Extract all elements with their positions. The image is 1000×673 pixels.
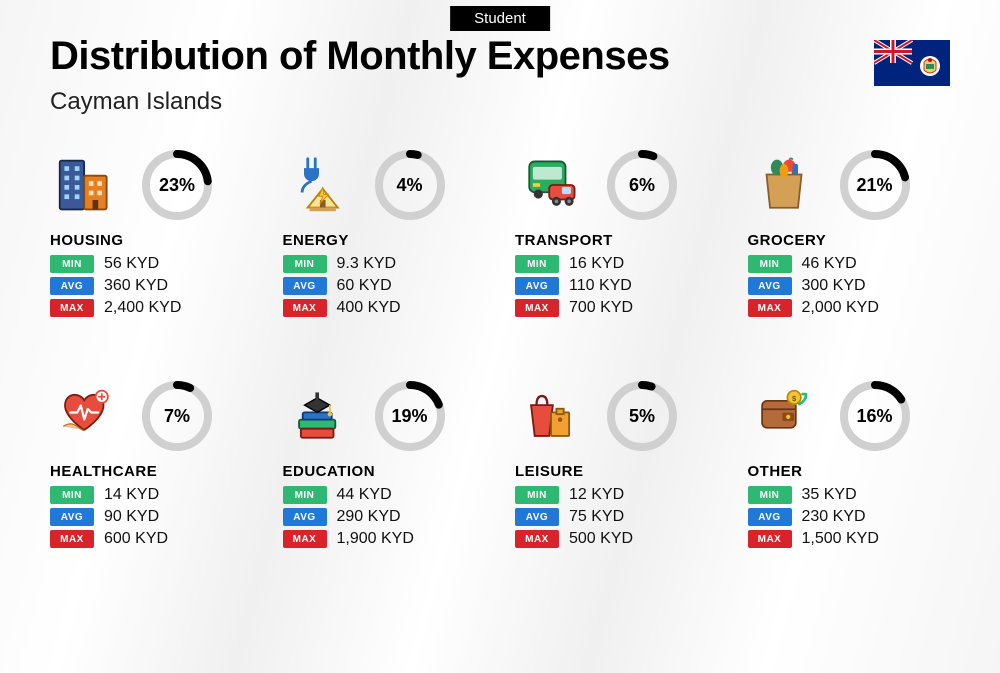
min-badge: MIN <box>748 255 792 273</box>
max-value: 1,500 KYD <box>802 530 879 548</box>
max-badge: MAX <box>515 299 559 317</box>
min-value: 56 KYD <box>104 255 159 273</box>
transport-icon <box>515 152 587 218</box>
percent-donut: 19% <box>375 381 445 451</box>
min-badge: MIN <box>748 486 792 504</box>
percent-label: 5% <box>607 381 677 451</box>
max-value: 1,900 KYD <box>337 530 414 548</box>
avg-badge: AVG <box>748 508 792 526</box>
leisure-icon <box>515 383 587 449</box>
percent-label: 6% <box>607 150 677 220</box>
percent-donut: 16% <box>840 381 910 451</box>
percent-label: 7% <box>142 381 212 451</box>
max-value: 400 KYD <box>337 299 401 317</box>
min-value: 16 KYD <box>569 255 624 273</box>
min-badge: MIN <box>50 486 94 504</box>
expense-card: 23% HOUSING MIN 56 KYD AVG 360 KYD MAX 2… <box>50 150 253 321</box>
max-badge: MAX <box>515 530 559 548</box>
percent-donut: 4% <box>375 150 445 220</box>
max-badge: MAX <box>283 530 327 548</box>
avg-badge: AVG <box>283 277 327 295</box>
max-value: 2,400 KYD <box>104 299 181 317</box>
page-title: Distribution of Monthly Expenses <box>50 34 670 79</box>
min-value: 46 KYD <box>802 255 857 273</box>
min-value: 9.3 KYD <box>337 255 397 273</box>
avg-value: 90 KYD <box>104 508 159 526</box>
max-value: 700 KYD <box>569 299 633 317</box>
min-value: 35 KYD <box>802 486 857 504</box>
avg-badge: AVG <box>515 277 559 295</box>
housing-icon <box>50 152 122 218</box>
category-name: OTHER <box>748 463 951 480</box>
avg-value: 110 KYD <box>569 277 632 295</box>
min-value: 44 KYD <box>337 486 392 504</box>
min-badge: MIN <box>283 255 327 273</box>
min-value: 12 KYD <box>569 486 624 504</box>
category-name: LEISURE <box>515 463 718 480</box>
percent-donut: 23% <box>142 150 212 220</box>
category-name: TRANSPORT <box>515 232 718 249</box>
avg-badge: AVG <box>283 508 327 526</box>
expense-card: 21% GROCERY MIN 46 KYD AVG 300 KYD MAX 2… <box>748 150 951 321</box>
min-badge: MIN <box>283 486 327 504</box>
percent-label: 19% <box>375 381 445 451</box>
category-name: GROCERY <box>748 232 951 249</box>
avg-value: 75 KYD <box>569 508 624 526</box>
percent-label: 16% <box>840 381 910 451</box>
max-badge: MAX <box>50 299 94 317</box>
avg-badge: AVG <box>515 508 559 526</box>
category-name: HEALTHCARE <box>50 463 253 480</box>
grocery-icon <box>748 152 820 218</box>
flag-icon <box>874 40 950 86</box>
percent-label: 23% <box>142 150 212 220</box>
energy-icon <box>283 152 355 218</box>
education-icon <box>283 383 355 449</box>
max-value: 500 KYD <box>569 530 633 548</box>
healthcare-icon <box>50 383 122 449</box>
expense-card: 7% HEALTHCARE MIN 14 KYD AVG 90 KYD MAX … <box>50 381 253 552</box>
expense-card: 5% LEISURE MIN 12 KYD AVG 75 KYD MAX 500… <box>515 381 718 552</box>
expense-card: 19% EDUCATION MIN 44 KYD AVG 290 KYD MAX… <box>283 381 486 552</box>
min-badge: MIN <box>50 255 94 273</box>
max-badge: MAX <box>283 299 327 317</box>
percent-donut: 7% <box>142 381 212 451</box>
header-badge: Student <box>450 6 550 31</box>
avg-badge: AVG <box>748 277 792 295</box>
expense-card: 6% TRANSPORT MIN 16 KYD AVG 110 KYD MAX … <box>515 150 718 321</box>
expense-card: 4% ENERGY MIN 9.3 KYD AVG 60 KYD MAX 400… <box>283 150 486 321</box>
avg-value: 230 KYD <box>802 508 866 526</box>
max-badge: MAX <box>50 530 94 548</box>
expense-card: $ 16% OTHER MIN 35 KYD AVG 230 KYD MAX 1… <box>748 381 951 552</box>
min-badge: MIN <box>515 255 559 273</box>
max-value: 2,000 KYD <box>802 299 879 317</box>
category-name: ENERGY <box>283 232 486 249</box>
percent-donut: 21% <box>840 150 910 220</box>
percent-donut: 5% <box>607 381 677 451</box>
category-name: HOUSING <box>50 232 253 249</box>
percent-label: 4% <box>375 150 445 220</box>
percent-donut: 6% <box>607 150 677 220</box>
page-subtitle: Cayman Islands <box>50 88 222 116</box>
category-name: EDUCATION <box>283 463 486 480</box>
max-value: 600 KYD <box>104 530 168 548</box>
other-icon: $ <box>748 383 820 449</box>
avg-badge: AVG <box>50 508 94 526</box>
avg-value: 300 KYD <box>802 277 866 295</box>
avg-value: 360 KYD <box>104 277 168 295</box>
min-value: 14 KYD <box>104 486 159 504</box>
avg-value: 60 KYD <box>337 277 392 295</box>
max-badge: MAX <box>748 530 792 548</box>
percent-label: 21% <box>840 150 910 220</box>
avg-value: 290 KYD <box>337 508 401 526</box>
min-badge: MIN <box>515 486 559 504</box>
expense-grid: 23% HOUSING MIN 56 KYD AVG 360 KYD MAX 2… <box>50 150 950 552</box>
max-badge: MAX <box>748 299 792 317</box>
avg-badge: AVG <box>50 277 94 295</box>
